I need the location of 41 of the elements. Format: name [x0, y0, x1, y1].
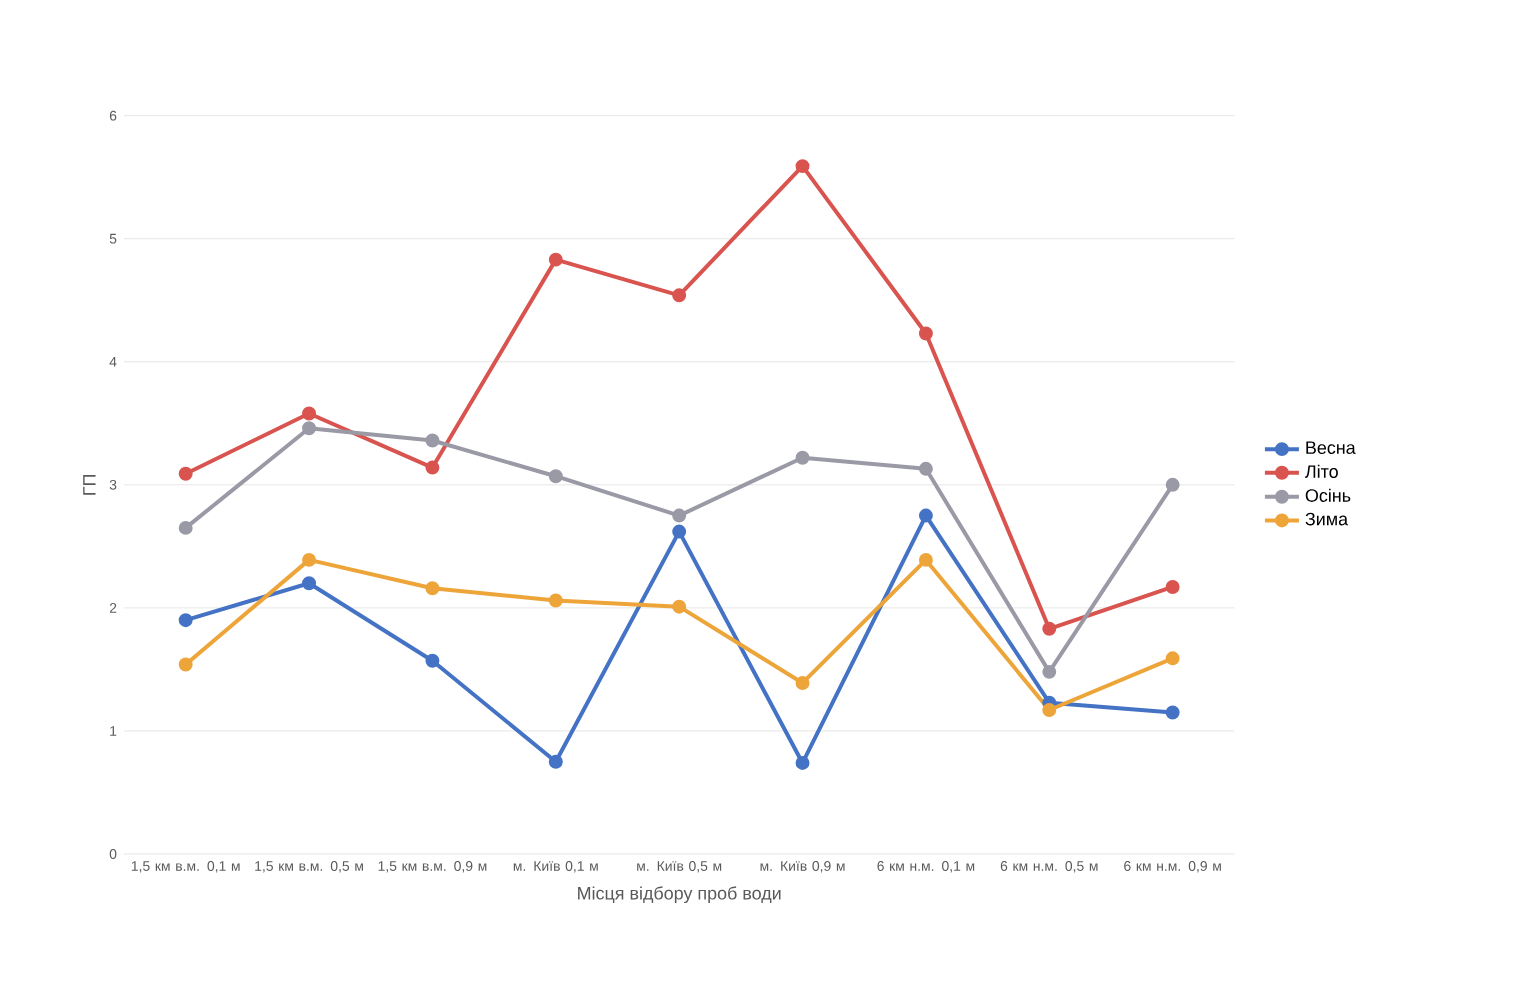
point — [302, 552, 317, 567]
point — [425, 653, 440, 668]
y-axis-title: ГП — [83, 474, 96, 495]
legend-label: Осінь — [1305, 488, 1351, 502]
point — [178, 466, 193, 481]
legend-label: Зима — [1305, 512, 1349, 526]
point — [918, 326, 933, 341]
point — [548, 593, 563, 608]
point — [425, 460, 440, 475]
point — [918, 461, 933, 476]
point — [548, 469, 563, 484]
point — [425, 581, 440, 596]
x-axis-title: Місця відбору проб води — [578, 886, 781, 904]
point — [1165, 705, 1180, 720]
point — [1042, 664, 1057, 679]
point — [178, 520, 193, 535]
point — [178, 613, 193, 628]
point — [1165, 651, 1180, 666]
point — [672, 524, 687, 539]
point — [1165, 477, 1180, 492]
point — [918, 552, 933, 567]
point — [178, 657, 193, 672]
point — [548, 754, 563, 769]
point — [672, 599, 687, 614]
point — [548, 252, 563, 267]
point — [1042, 621, 1057, 636]
point — [795, 450, 810, 465]
point — [1165, 579, 1180, 594]
point — [302, 406, 317, 421]
legend-label: Весна — [1306, 441, 1356, 454]
point — [795, 755, 810, 770]
point — [425, 433, 440, 448]
point — [672, 288, 687, 303]
point — [672, 508, 687, 523]
point — [918, 508, 933, 523]
point — [1042, 703, 1057, 717]
point — [302, 576, 317, 591]
point — [795, 159, 810, 174]
point — [795, 675, 810, 690]
point — [302, 421, 317, 436]
legend-label: Літо — [1305, 464, 1338, 478]
